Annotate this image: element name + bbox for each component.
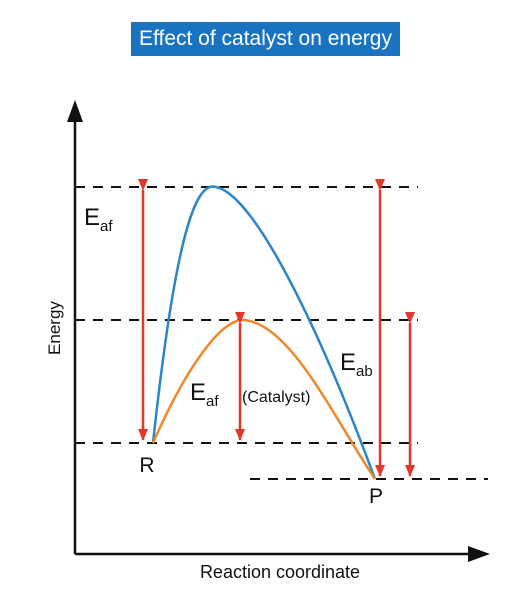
- label-eab-main: E: [340, 349, 356, 376]
- label-eaf-catalyzed-sub: af: [206, 393, 219, 410]
- catalyzed-curve: [151, 318, 377, 480]
- label-eaf-catalyzed-main: E: [190, 379, 206, 406]
- x-axis-label: Reaction coordinate: [200, 562, 360, 582]
- label-eaf-catalyzed: Eaf: [190, 379, 219, 410]
- label-eaf-uncatalyzed: Eaf: [84, 204, 113, 235]
- x-axis-arrow-icon: [468, 546, 490, 562]
- label-eaf-uncatalyzed-main: E: [84, 204, 100, 231]
- y-axis-label: Energy: [45, 301, 64, 355]
- label-eab-uncatalyzed: Eab: [340, 349, 373, 380]
- y-axis-arrow-icon: [67, 100, 83, 122]
- reactant-label: R: [139, 454, 154, 477]
- product-label: P: [369, 485, 383, 508]
- label-eaf-uncatalyzed-sub: af: [100, 218, 113, 235]
- chart-title: Effect of catalyst on energy: [131, 22, 400, 56]
- label-eab-sub: ab: [356, 363, 373, 380]
- uncatalyzed-curve: [151, 185, 377, 480]
- catalyst-note: (Catalyst): [242, 389, 310, 406]
